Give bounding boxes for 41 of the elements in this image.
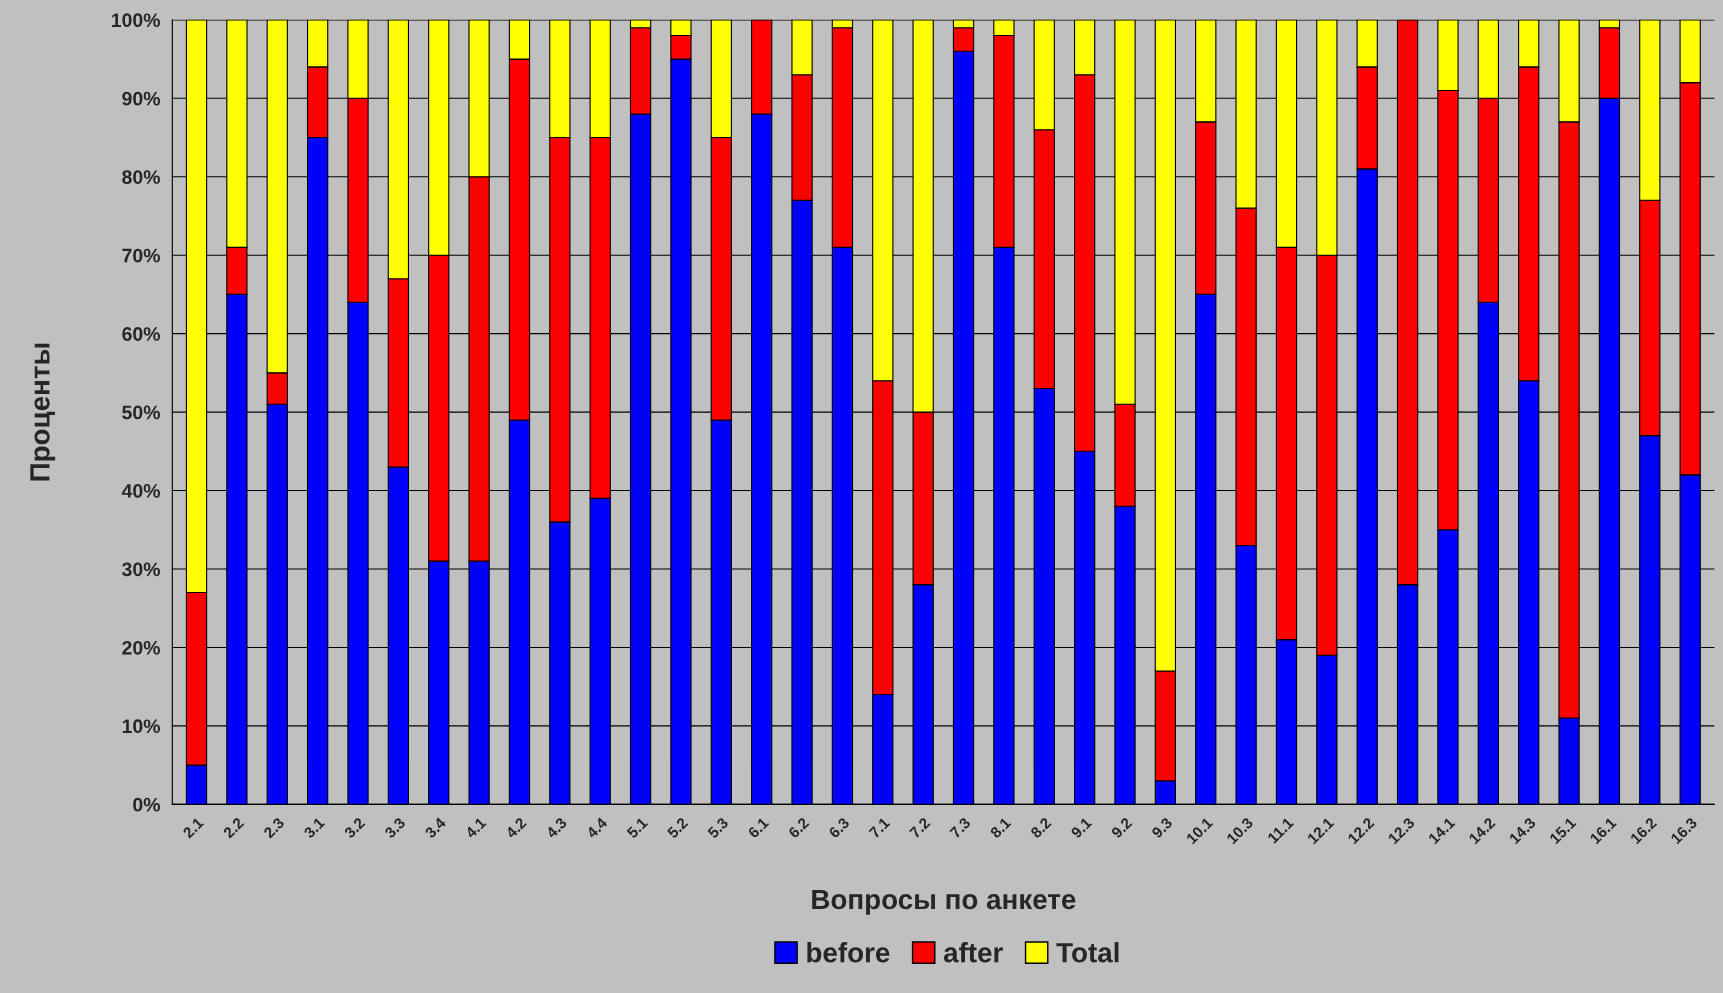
legend-label: Total: [1056, 942, 1119, 963]
x-tick-label: 7.3: [949, 816, 972, 839]
x-tick-label: 8.1: [989, 816, 1012, 839]
x-tick-label: 7.2: [908, 816, 931, 839]
y-tick-label: 20%: [122, 640, 160, 655]
y-axis-title: Проценты: [30, 343, 56, 481]
x-tick-label: 8.2: [1029, 816, 1052, 839]
x-tick-label: 4.1: [464, 816, 487, 839]
x-tick-label: 3.1: [303, 816, 326, 839]
x-tick-label: 9.3: [1151, 816, 1173, 839]
y-tick-label: 60%: [122, 327, 160, 341]
y-tick-label: 70%: [122, 248, 160, 263]
legend-label: after: [943, 942, 1003, 963]
x-tick-label: 2.1: [182, 816, 205, 839]
y-tick-label: 100%: [111, 13, 160, 28]
y-tick-label: 80%: [122, 170, 160, 184]
x-tick-label: 2.3: [262, 816, 285, 839]
x-tick-label: 2.2: [222, 816, 245, 839]
x-tick-label: 9.1: [1070, 816, 1093, 839]
x-tick-label: 6.1: [747, 816, 770, 839]
y-tick-label: 0%: [133, 797, 160, 812]
x-tick-label: 5.1: [626, 816, 649, 839]
y-tick-label: 10%: [122, 719, 160, 734]
x-tick-label: 9.2: [1110, 816, 1133, 839]
x-tick-label: 3.4: [424, 816, 447, 839]
x-tick-label: 6.2: [787, 816, 810, 839]
y-tick-label: 90%: [122, 91, 160, 106]
x-tick-label: 4.3: [545, 816, 568, 839]
x-tick-label: 6.3: [828, 816, 850, 839]
legend-label: before: [807, 942, 890, 963]
x-tick-label: 5.2: [666, 816, 689, 839]
x-tick-label: 3.3: [383, 816, 406, 839]
x-tick-label: 4.2: [504, 816, 527, 839]
x-tick-label: 4.4: [585, 816, 608, 839]
y-tick-label: 50%: [122, 405, 160, 420]
x-tick-label: 5.3: [706, 816, 729, 839]
y-tick-label: 40%: [121, 484, 160, 498]
y-tick-label: 30%: [122, 562, 160, 577]
x-axis-title: Вопросы по анкете: [812, 889, 1076, 915]
x-tick-label: 7.1: [868, 816, 891, 839]
x-tick-label: 3.2: [343, 816, 366, 839]
